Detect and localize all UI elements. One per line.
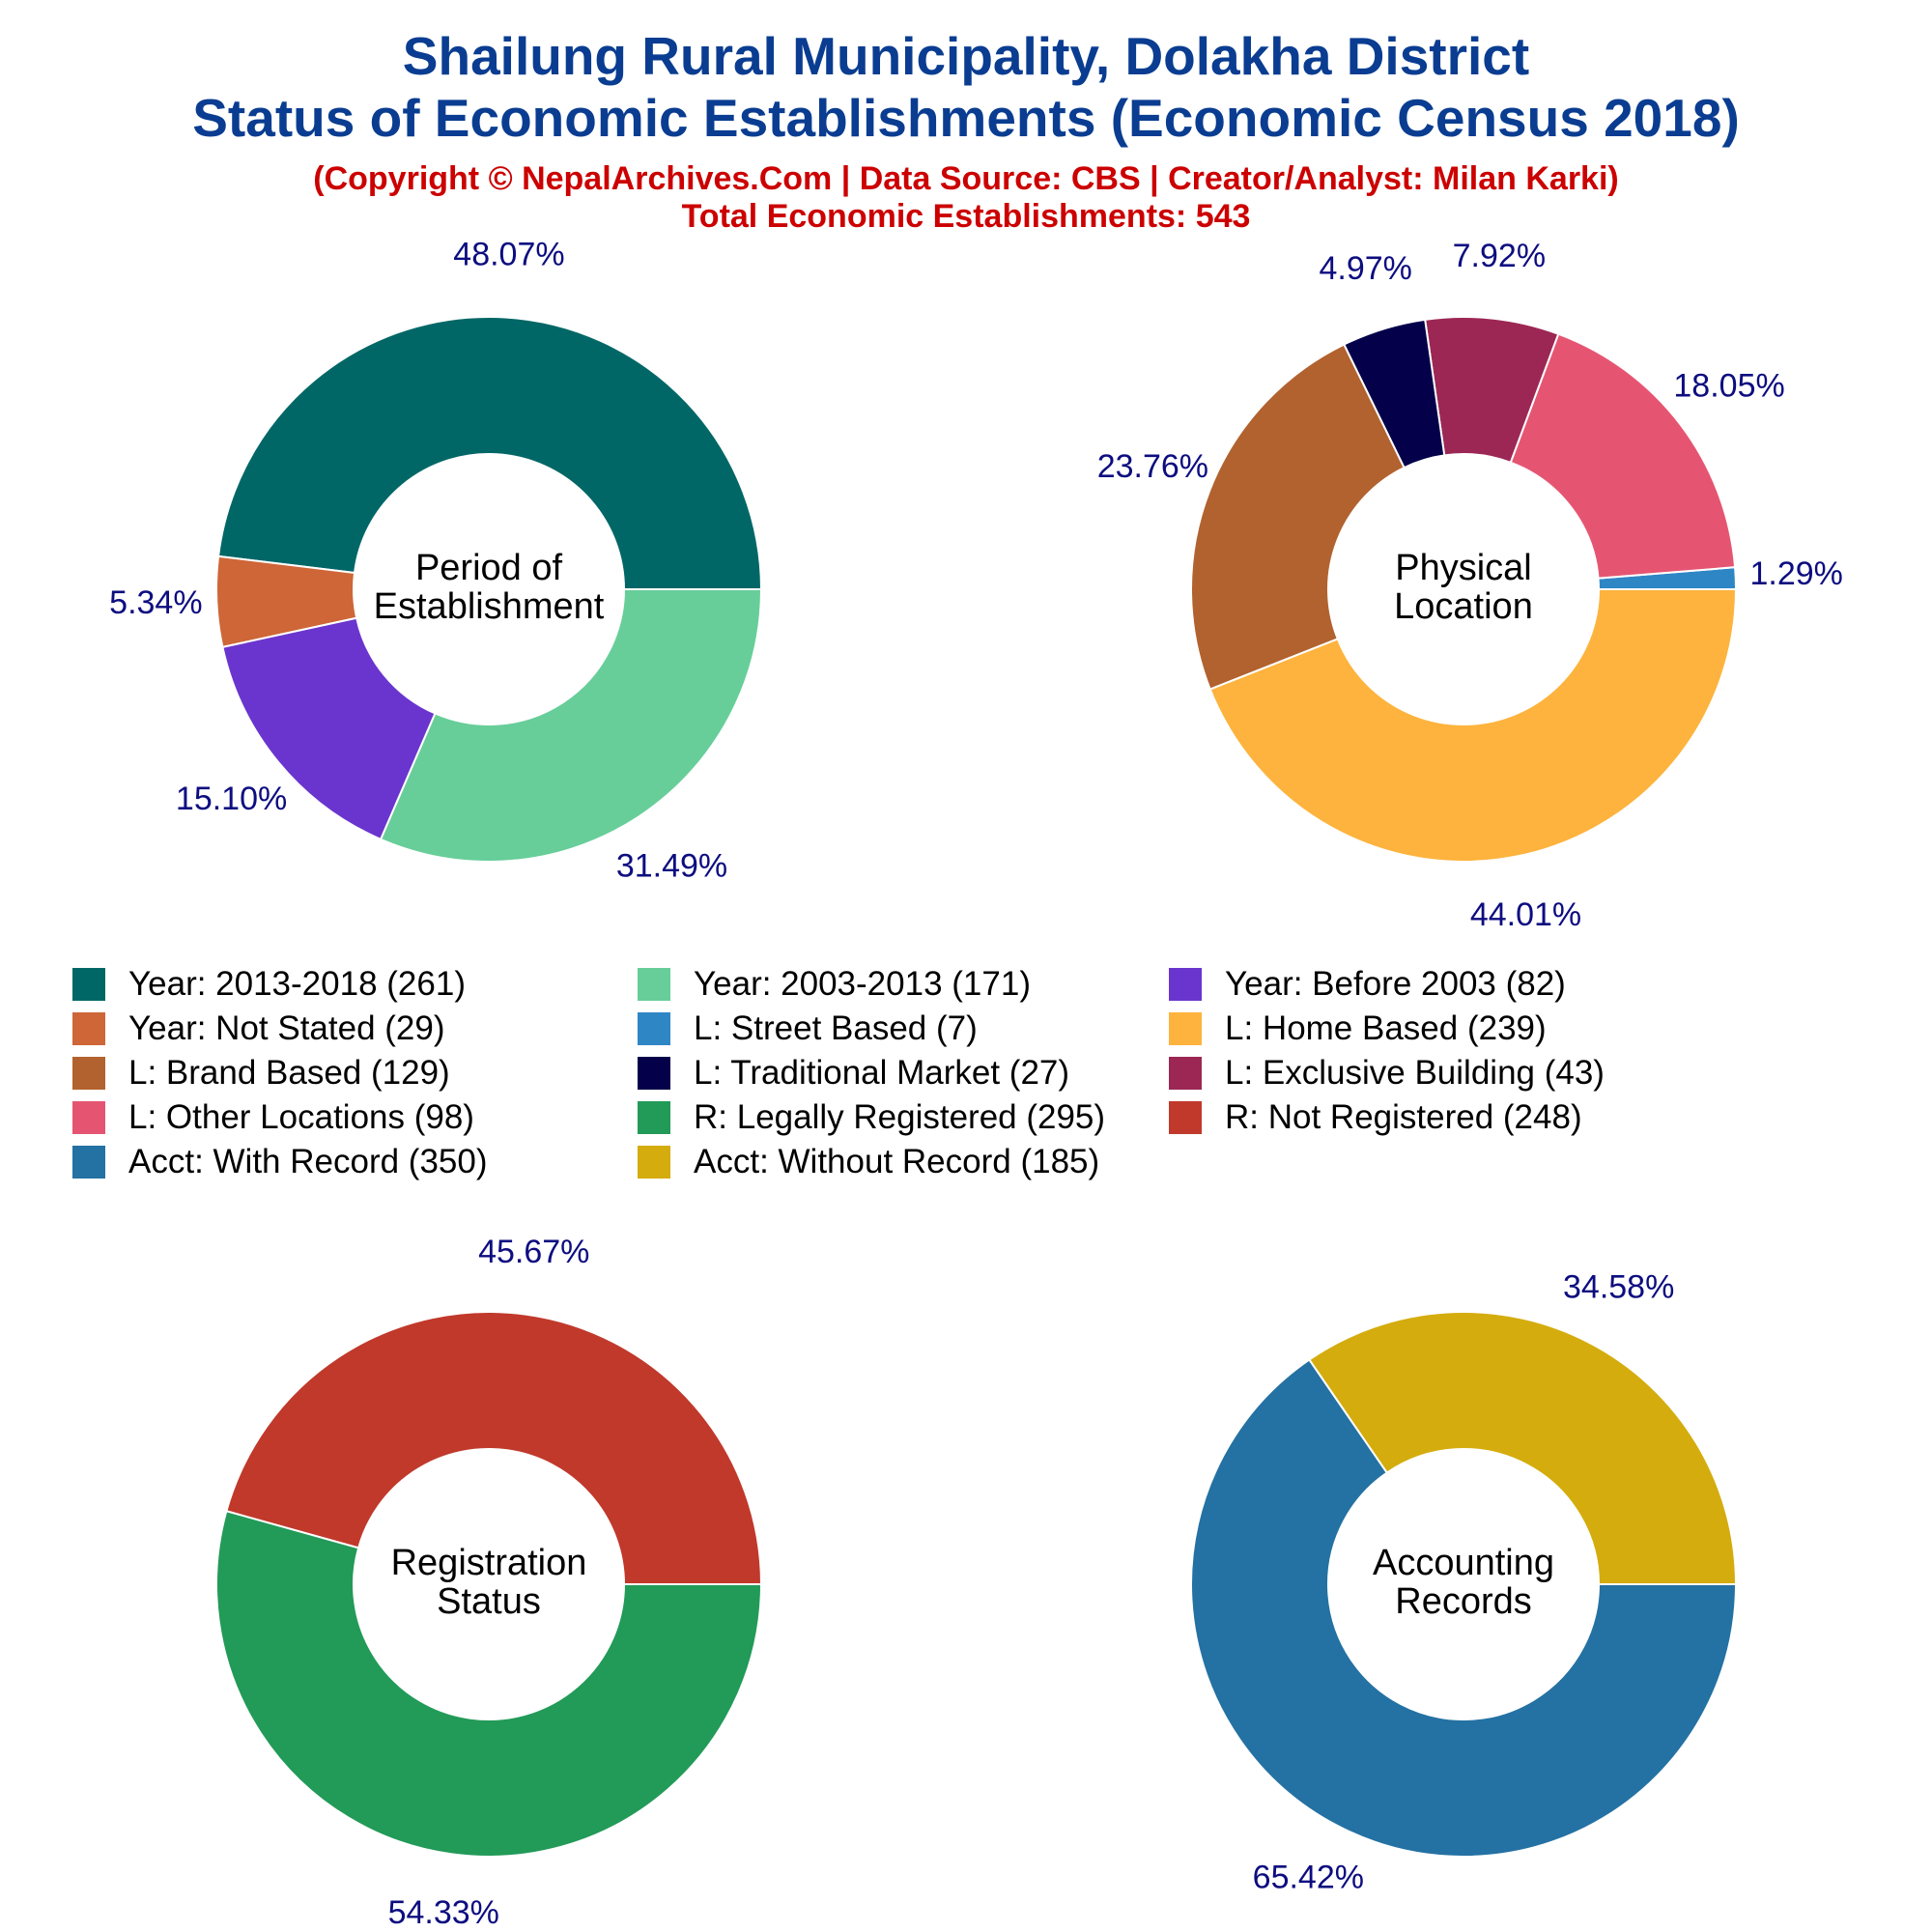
legend-label: R: Legally Registered (295) <box>694 1098 1106 1136</box>
slice-percent-label: 18.05% <box>1673 368 1784 405</box>
slice-percent-label: 7.92% <box>1453 238 1546 274</box>
donut-center-label: Registration <box>391 1543 587 1583</box>
slice-percent-label: 45.67% <box>478 1234 589 1270</box>
legend-swatch <box>72 968 105 1001</box>
slice-percent-label: 23.76% <box>1097 448 1208 485</box>
slice-percent-label: 15.10% <box>176 781 287 817</box>
legend-item: L: Exclusive Building (43) <box>1169 1051 1605 1095</box>
slice-percent-label: 31.49% <box>616 847 727 884</box>
legend-item: Year: Not Stated (29) <box>72 1007 445 1051</box>
donut-center-label: Physical <box>1395 548 1532 588</box>
legend-label: Year: 2013-2018 (261) <box>128 965 466 1003</box>
legend-swatch <box>638 1146 670 1179</box>
legend-item: R: Not Registered (248) <box>1169 1095 1582 1140</box>
donut-center-label: Status <box>437 1581 541 1622</box>
donut-chart-1: 48.07% 5.34% 15.10% 31.49% Period ofEstablis… <box>109 237 763 884</box>
legend-item: Year: 2013-2018 (261) <box>72 962 466 1007</box>
donut-slice <box>215 1510 763 1858</box>
donut-chart-2: 1.29% 18.05% 7.92% 4.97% 23.76% 44.01% Physica… <box>1097 238 1843 933</box>
donut-center-label: Location <box>1394 586 1533 627</box>
legend-label: Acct: With Record (350) <box>128 1143 488 1180</box>
donut-slice <box>225 1311 763 1585</box>
chart-title-line2: Status of Economic Establishments (Econo… <box>192 88 1740 148</box>
slice-percent-label: 4.97% <box>1320 250 1412 287</box>
legend-swatch <box>72 1101 105 1134</box>
legend-item: L: Other Locations (98) <box>72 1095 474 1140</box>
legend-label: L: Exclusive Building (43) <box>1225 1054 1605 1092</box>
copyright-text: (Copyright © NepalArchives.Com | Data So… <box>313 160 1619 197</box>
legend-item: L: Street Based (7) <box>638 1007 978 1051</box>
legend-item: Acct: Without Record (185) <box>638 1140 1099 1184</box>
donut-center-label: Period of <box>415 548 563 588</box>
legend-item: L: Brand Based (129) <box>72 1051 450 1095</box>
donut-slice <box>221 616 437 841</box>
donut-slice <box>1190 343 1406 691</box>
donut-center-label: Establishment <box>374 586 605 627</box>
donut-center-label: Records <box>1395 1581 1532 1622</box>
donut-slice <box>1190 1358 1738 1858</box>
legend-swatch <box>638 1057 670 1090</box>
legend-swatch <box>1169 1057 1202 1090</box>
legend-swatch <box>638 968 670 1001</box>
legend-label: L: Home Based (239) <box>1225 1009 1547 1047</box>
legend-swatch <box>1169 1012 1202 1045</box>
donut-slice <box>379 588 763 863</box>
legend-label: L: Street Based (7) <box>694 1009 978 1047</box>
donut-slice <box>1307 1311 1738 1585</box>
slice-percent-label: 65.42% <box>1253 1859 1364 1895</box>
legend-swatch <box>72 1057 105 1090</box>
donut-slice <box>1208 588 1738 863</box>
legend-label: R: Not Registered (248) <box>1225 1098 1582 1136</box>
legend-label: Year: Before 2003 (82) <box>1225 965 1566 1003</box>
legend-swatch <box>638 1101 670 1134</box>
legend-swatch <box>72 1146 105 1179</box>
legend-swatch <box>638 1012 670 1045</box>
legend-item: L: Traditional Market (27) <box>638 1051 1069 1095</box>
slice-percent-label: 44.01% <box>1470 896 1581 933</box>
chart-title-line1: Shailung Rural Municipality, Dolakha Dis… <box>402 26 1530 86</box>
slice-percent-label: 54.33% <box>388 1894 499 1931</box>
legend-label: Year: 2003-2013 (171) <box>694 965 1031 1003</box>
legend-item: L: Home Based (239) <box>1169 1007 1547 1051</box>
donut-slice <box>1509 332 1737 580</box>
legend-label: L: Brand Based (129) <box>128 1054 450 1092</box>
donut-slice <box>216 316 763 590</box>
legend-swatch <box>1169 1101 1202 1134</box>
total-establishments: Total Economic Establishments: 543 <box>681 198 1251 235</box>
legend-item: Acct: With Record (350) <box>72 1140 488 1184</box>
legend-label: L: Traditional Market (27) <box>694 1054 1070 1092</box>
legend-item: R: Legally Registered (295) <box>638 1095 1105 1140</box>
donut-center-label: Accounting <box>1373 1543 1554 1583</box>
legend-label: Acct: Without Record (185) <box>694 1143 1100 1180</box>
slice-percent-label: 1.29% <box>1750 555 1843 592</box>
legend-item: Year: Before 2003 (82) <box>1169 962 1566 1007</box>
slice-percent-label: 48.07% <box>453 237 564 273</box>
legend-label: Year: Not Stated (29) <box>128 1009 445 1047</box>
legend-swatch <box>1169 968 1202 1001</box>
legend-swatch <box>72 1012 105 1045</box>
slice-percent-label: 5.34% <box>109 584 202 621</box>
legend-label: L: Other Locations (98) <box>128 1098 474 1136</box>
slice-percent-label: 34.58% <box>1563 1269 1674 1306</box>
legend-item: Year: 2003-2013 (171) <box>638 962 1031 1007</box>
